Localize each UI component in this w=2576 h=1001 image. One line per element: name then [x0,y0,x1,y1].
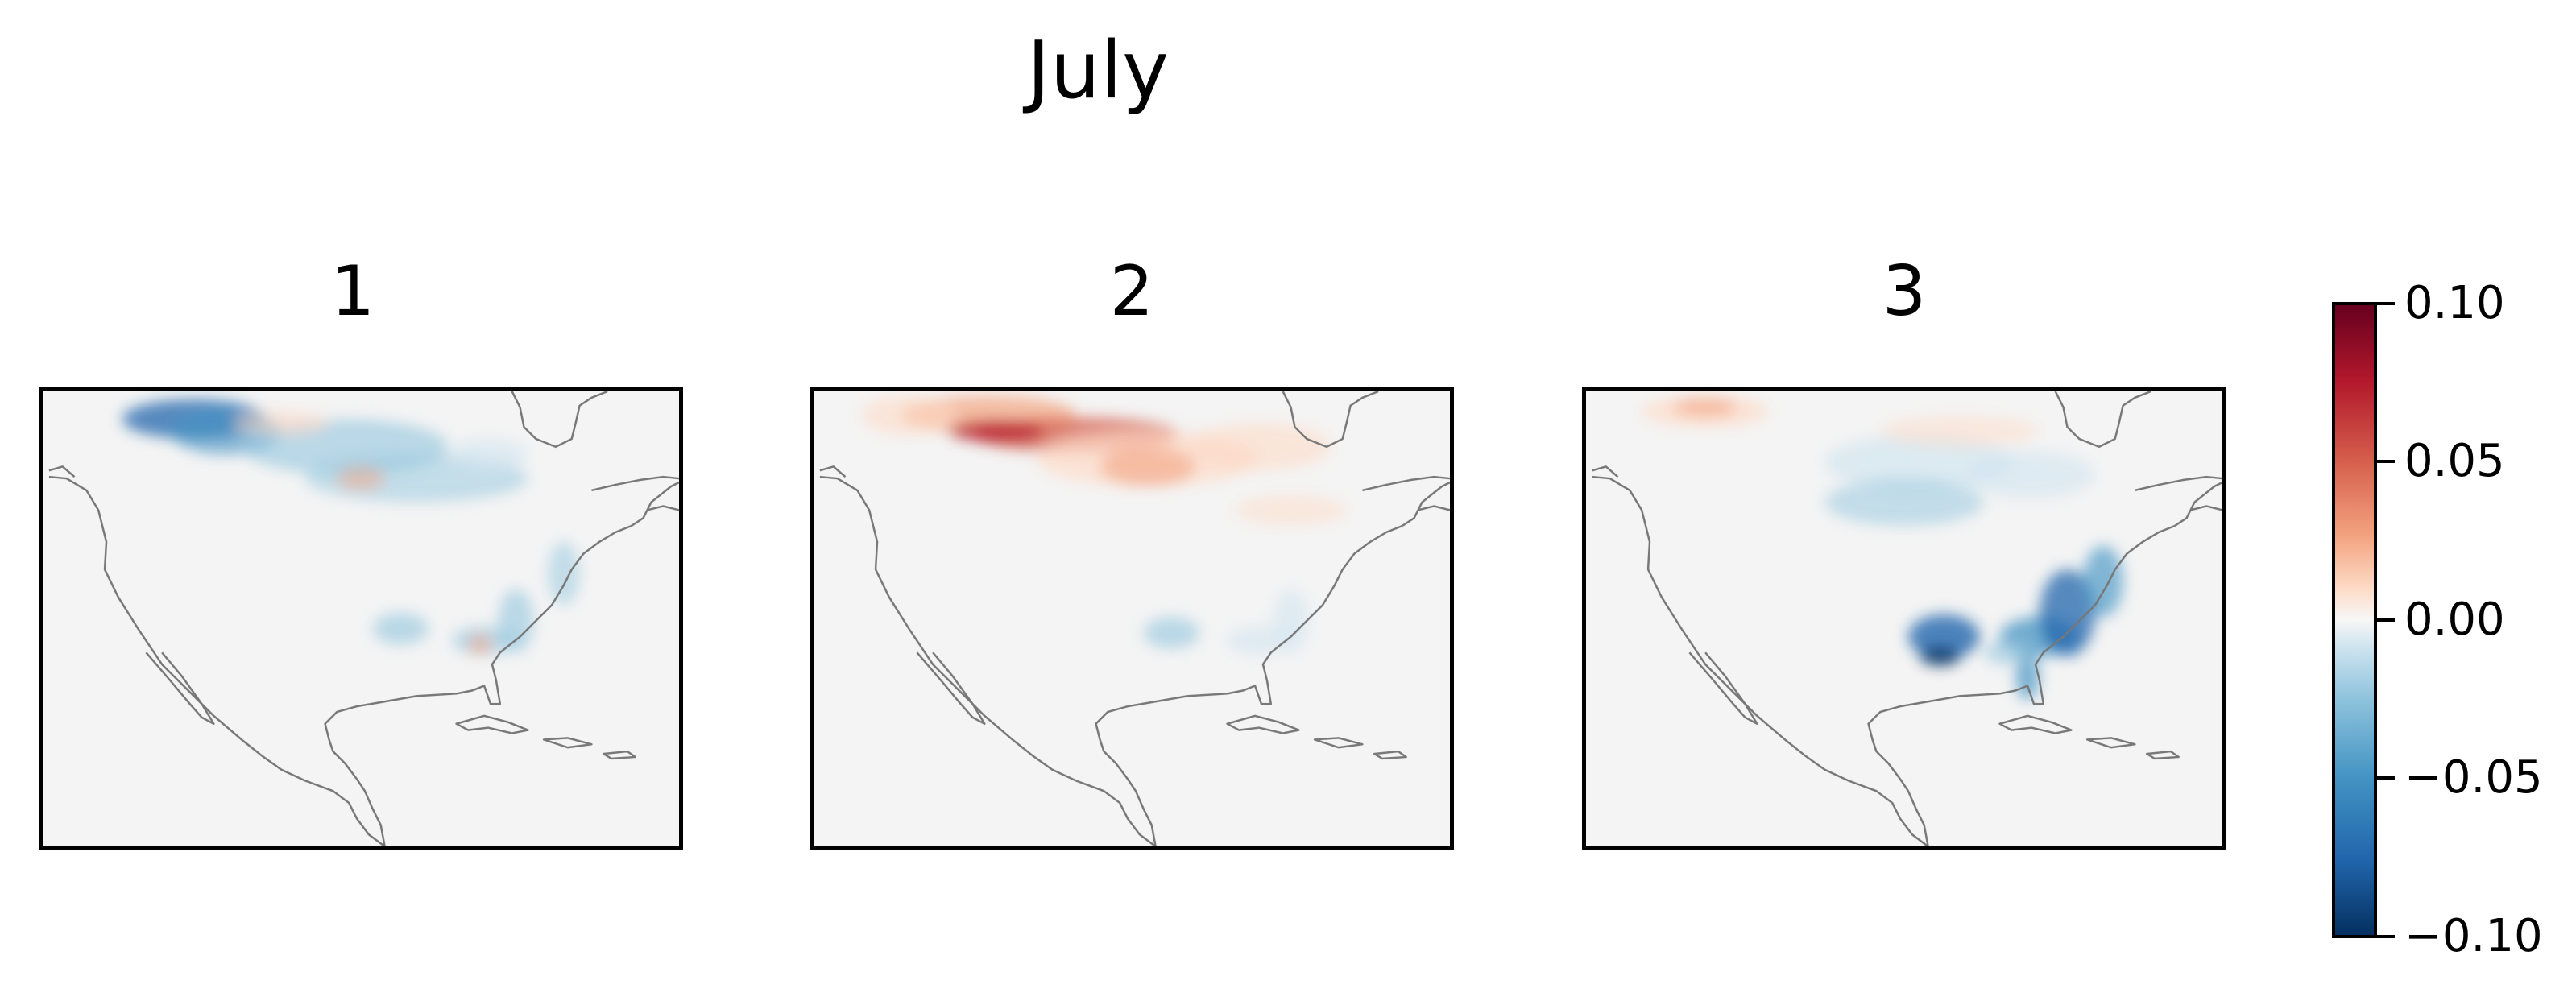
colorbar [2332,302,2377,938]
colorbar-label: 0.10 [2404,277,2505,329]
coastline [2085,737,2136,749]
coastline [48,475,386,846]
coastline [1418,505,1450,511]
anomaly-region [1880,415,2040,447]
coastline [1362,475,1450,492]
map-2-svg [819,391,1450,846]
anomaly-region [372,613,429,645]
colorbar-tick [2377,935,2395,938]
coastline [324,524,632,846]
map-1-svg [48,391,679,846]
anomaly-region [1235,494,1347,527]
anomaly-region [1907,614,1980,660]
coastline [48,465,76,478]
anomaly-region [1983,640,2031,664]
figure-title: July [1026,25,1170,117]
anomaly-region [1824,478,1984,527]
anomaly-region [2083,545,2123,618]
coastline [647,505,679,511]
anomaly-region [1824,435,2016,490]
map-panel-2 [810,387,1454,850]
anomaly-region [1100,446,1195,486]
anomaly-region [948,420,1045,442]
anomaly-region [1920,647,1961,666]
coastline [1313,737,1364,749]
coastline [1226,714,1300,734]
anomaly-region [548,541,580,606]
anomaly-field [122,399,580,656]
map-3-svg [1592,391,2222,846]
coastline [631,481,679,527]
anomaly-region [448,438,528,471]
colorbar-label: −0.05 [2404,751,2543,804]
coastline [1592,475,1929,846]
coastline [1402,481,1450,527]
anomaly-region [468,635,492,655]
anomaly-region [1673,397,1737,417]
anomaly-region [1187,423,1331,471]
coastline [542,737,593,749]
anomaly-region [337,466,385,490]
coastline [2190,505,2222,511]
coastline [916,651,986,725]
anomaly-region [1968,450,2095,498]
colorbar-tick [2377,302,2395,305]
coastline [511,391,608,449]
coastline [602,750,636,760]
coastline [591,475,679,492]
anomaly-field [861,395,1347,656]
coastline [2174,481,2222,527]
anomaly-region [498,589,534,653]
anomaly-region [2039,569,2095,657]
panel-3-title: 3 [1882,251,1927,332]
colorbar-label: −0.10 [2404,910,2543,962]
coastline [2054,391,2151,449]
colorbar-label: 0.00 [2404,594,2505,646]
coastline [1998,714,2073,734]
coastline [2145,750,2180,760]
colorbar-tick [2377,460,2395,463]
anomaly-region [234,411,329,436]
colorbar-tick [2377,776,2395,780]
colorbar-tick [2377,618,2395,622]
coastline [819,475,1157,846]
panel-1-title: 1 [330,251,375,332]
panel-2-title: 2 [1109,251,1154,332]
coastline [1688,651,1758,725]
coastline [1867,524,2176,846]
map-panel-1 [39,387,683,850]
coastline [145,651,215,725]
colorbar-label: 0.05 [2404,435,2505,487]
coastline [2135,475,2222,492]
coastline [455,714,529,734]
anomaly-region [1273,589,1309,653]
anomaly-region [861,395,957,436]
coastline [1592,465,1619,478]
coastline [1282,391,1379,449]
coastline [1373,750,1407,760]
anomaly-field [1642,395,2123,701]
coastline [819,465,847,478]
map-panel-3 [1582,387,2226,850]
coastline [1095,524,1403,846]
anomaly-region [1143,617,1199,649]
